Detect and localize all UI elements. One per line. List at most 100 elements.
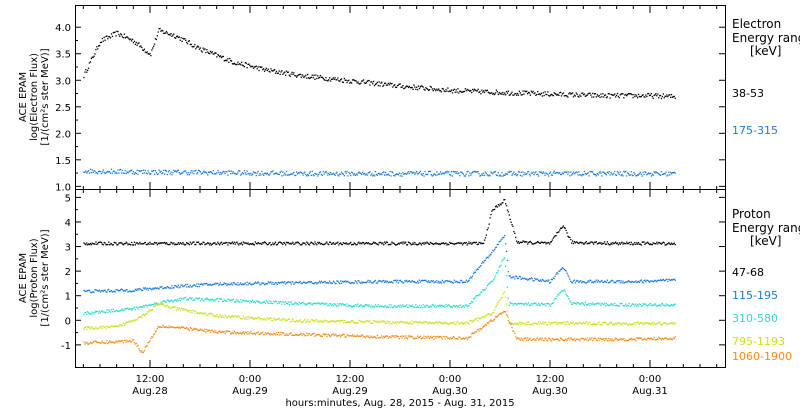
electron-point-175-315 <box>516 175 518 177</box>
electron-point-175-315 <box>438 173 440 175</box>
proton-point-310-580 <box>428 306 431 308</box>
electron-point-38-53 <box>397 84 399 86</box>
proton-point-115-195 <box>230 283 232 286</box>
electron-point-38-53 <box>659 95 661 97</box>
proton-point-795-1193 <box>323 321 325 323</box>
proton-point-115-195 <box>90 292 92 294</box>
proton-point-115-195 <box>625 281 627 283</box>
proton-point-310-580 <box>203 300 205 302</box>
proton-point-310-580 <box>666 304 668 307</box>
proton-point-795-1193 <box>479 318 481 320</box>
proton-point-47-68 <box>300 244 302 246</box>
proton-point-795-1193 <box>528 323 531 326</box>
proton-point-310-580 <box>413 306 415 308</box>
proton-point-310-580 <box>83 313 85 316</box>
proton-point-1060-1900 <box>570 337 572 339</box>
proton-point-115-195 <box>516 277 519 280</box>
electron-point-175-315 <box>579 174 581 176</box>
proton-point-1060-1900 <box>121 340 124 342</box>
proton-point-1060-1900 <box>563 340 565 342</box>
electron-point-175-315 <box>104 172 106 175</box>
proton-point-795-1193 <box>321 321 323 323</box>
proton-point-1060-1900 <box>592 340 594 342</box>
proton-point-47-68 <box>115 242 117 244</box>
proton-point-115-195 <box>600 280 602 282</box>
proton-point-310-580 <box>87 312 90 314</box>
electron-point-38-53 <box>434 88 436 91</box>
proton-point-1060-1900 <box>584 338 586 340</box>
proton-point-47-68 <box>370 243 372 245</box>
proton-point-115-195 <box>561 267 564 269</box>
proton-point-1060-1900 <box>228 330 230 333</box>
proton-point-795-1193 <box>114 325 116 327</box>
proton-point-795-1193 <box>216 314 218 316</box>
proton-point-115-195 <box>604 281 607 283</box>
proton-point-795-1193 <box>436 322 438 324</box>
electron-point-175-315 <box>485 172 487 174</box>
proton-point-795-1193 <box>166 304 168 306</box>
proton-point-115-195 <box>482 261 484 263</box>
proton-point-47-68 <box>98 241 101 243</box>
proton-point-47-68 <box>120 242 122 244</box>
proton-point-1060-1900 <box>240 332 242 334</box>
electron-point-175-315 <box>148 172 150 174</box>
proton-point-47-68 <box>254 241 256 243</box>
proton-point-1060-1900 <box>534 339 536 342</box>
electron-point-38-53 <box>221 56 223 58</box>
proton-point-115-195 <box>374 279 377 282</box>
electron-point-175-315 <box>404 172 406 175</box>
electron-point-38-53 <box>178 36 180 38</box>
electron-point-175-315 <box>179 173 181 175</box>
proton-point-115-195 <box>293 283 295 285</box>
electron-point-175-315 <box>278 173 280 176</box>
proton-point-47-68 <box>527 241 530 244</box>
proton-point-47-68 <box>624 242 626 245</box>
proton-point-47-68 <box>296 242 298 244</box>
electron-point-38-53 <box>528 92 531 94</box>
electron-point-38-53 <box>244 62 246 64</box>
proton-point-795-1193 <box>87 326 90 329</box>
proton-point-1060-1900 <box>556 338 558 340</box>
proton-point-115-195 <box>548 279 550 281</box>
electron-point-38-53 <box>443 90 445 92</box>
proton-point-795-1193 <box>607 324 609 326</box>
electron-point-38-53 <box>637 97 639 99</box>
electron-point-175-315 <box>578 171 580 173</box>
proton-point-310-580 <box>397 304 399 307</box>
proton-point-115-195 <box>587 280 589 282</box>
proton-point-47-68 <box>294 243 296 245</box>
proton-point-115-195 <box>342 281 344 283</box>
proton-point-115-195 <box>229 283 231 286</box>
proton-point-47-68 <box>347 243 349 245</box>
proton-point-47-68 <box>444 242 446 245</box>
proton-point-47-68 <box>575 241 577 243</box>
proton-point-1060-1900 <box>366 335 368 337</box>
electron-point-38-53 <box>553 92 555 94</box>
electron-point-38-53 <box>236 63 238 65</box>
proton-point-310-580 <box>239 301 241 303</box>
electron-point-175-315 <box>203 170 205 172</box>
electron-point-38-53 <box>438 88 440 90</box>
proton-point-795-1193 <box>205 312 207 314</box>
proton-point-1060-1900 <box>349 335 351 337</box>
proton-point-47-68 <box>363 243 366 245</box>
proton-point-1060-1900 <box>164 326 166 329</box>
proton-point-795-1193 <box>274 318 276 320</box>
proton-point-47-68 <box>573 241 575 243</box>
electron-point-175-315 <box>177 169 179 171</box>
electron-point-38-53 <box>496 91 498 93</box>
proton-point-795-1193 <box>329 321 331 323</box>
electron-point-175-315 <box>163 169 165 172</box>
proton-point-795-1193 <box>311 319 313 321</box>
proton-point-310-580 <box>300 302 302 304</box>
electron-point-175-315 <box>546 173 548 175</box>
electron-point-38-53 <box>535 94 537 96</box>
proton-point-310-580 <box>529 304 531 307</box>
proton-point-310-580 <box>213 299 215 301</box>
proton-point-115-195 <box>532 280 534 282</box>
proton-point-795-1193 <box>295 321 297 323</box>
electron-point-175-315 <box>581 175 583 177</box>
proton-point-795-1193 <box>236 316 238 318</box>
proton-point-115-195 <box>150 288 152 290</box>
proton-point-310-580 <box>350 305 352 307</box>
